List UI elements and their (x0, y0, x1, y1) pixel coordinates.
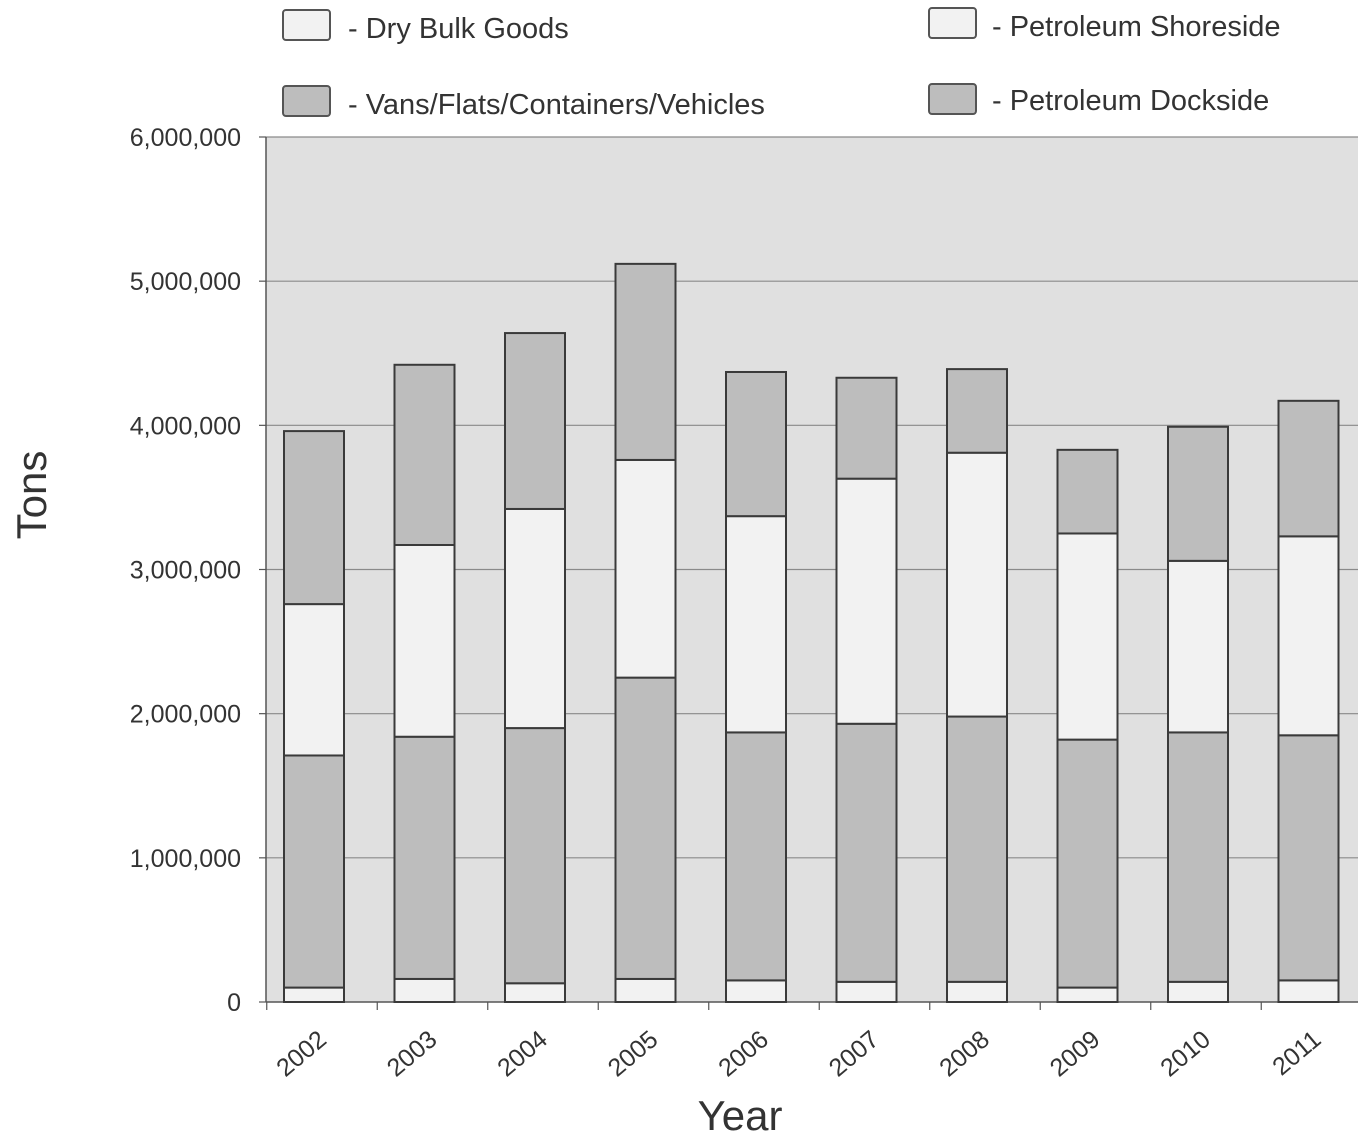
x-tick-label: 2010 (1155, 1025, 1216, 1082)
x-tick-label: 2008 (934, 1025, 995, 1082)
bar-segment-2009-s1 (1056, 738, 1119, 989)
bar-segment-2007-s2 (835, 477, 898, 725)
bar-segment-2009-s2 (1056, 532, 1119, 741)
bar-segment-2003-s1 (393, 735, 456, 980)
bar-segment-2003-s0 (393, 977, 456, 1004)
bar-segment-2002-s1 (283, 754, 345, 989)
x-tick-label: 2002 (271, 1025, 332, 1082)
y-tick-label: 2,000,000 (130, 701, 241, 729)
y-axis-title: Tons (8, 451, 55, 540)
x-tick-label: 2007 (824, 1025, 885, 1082)
y-tick-label: 4,000,000 (130, 412, 241, 440)
bar-segment-2003-s2 (393, 543, 456, 738)
y-tick-labels: 0 1,000,000 2,000,000 3,000,000 4,000,000 5,0… (130, 124, 241, 1017)
bar-segment-2007-s3 (835, 376, 898, 480)
legend-label: - Dry Bulk Goods (348, 13, 569, 45)
y-tick-label: 3,000,000 (130, 557, 241, 585)
bar-segment-2006-s0 (725, 979, 787, 1003)
bar-segment-2011-s2 (1277, 535, 1340, 737)
legend-label: - Petroleum Dockside (992, 85, 1269, 117)
bar-segment-2008-s1 (946, 715, 1008, 983)
x-axis-title: Year (698, 1092, 783, 1138)
bar-segment-2004-s1 (504, 727, 566, 985)
x-tick-label: 2005 (603, 1025, 664, 1082)
bar-segment-2009-s3 (1056, 448, 1119, 535)
x-tick-label: 2006 (713, 1025, 774, 1082)
legend: - Dry Bulk Goods - Vans/Flats/Containers/… (282, 7, 1281, 121)
bar-segment-2009-s0 (1056, 986, 1119, 1003)
bar-segment-2010-s0 (1167, 980, 1229, 1003)
bar-segment-2011-s1 (1277, 734, 1340, 982)
y-tick-label: 6,000,000 (130, 124, 241, 152)
bar-segment-2005-s1 (614, 676, 677, 980)
legend-swatch (928, 83, 977, 115)
x-tick-label: 2009 (1045, 1025, 1106, 1082)
bar-segment-2005-s2 (614, 458, 677, 679)
legend-swatch (928, 7, 977, 39)
legend-label: - Petroleum Shoreside (992, 11, 1281, 43)
bar-segment-2006-s2 (725, 515, 787, 734)
bar-segment-2007-s1 (835, 722, 898, 983)
bar-segment-2004-s0 (504, 982, 566, 1004)
bar-segment-2002-s2 (283, 603, 345, 757)
bar-segment-2002-s3 (283, 430, 345, 606)
bar-segment-2011-s3 (1277, 399, 1340, 538)
bar-segment-2006-s1 (725, 731, 787, 982)
bar-segment-2005-s3 (614, 262, 677, 461)
legend-swatch (282, 85, 331, 117)
y-tick-label: 5,000,000 (130, 268, 241, 296)
x-tick-label: 2003 (382, 1025, 443, 1082)
bar-segment-2008-s2 (946, 451, 1008, 718)
x-tick-label: 2004 (492, 1025, 553, 1082)
bar-segment-2005-s0 (614, 977, 677, 1004)
bar-segment-2008-s0 (946, 980, 1008, 1003)
y-tick-label: 1,000,000 (130, 845, 241, 873)
bar-segment-2011-s0 (1277, 979, 1340, 1003)
bar-segment-2003-s3 (393, 363, 456, 546)
bar-segment-2010-s1 (1167, 731, 1229, 983)
bar-segment-2010-s3 (1167, 425, 1229, 562)
bar-segment-2004-s2 (504, 507, 566, 730)
bar-segment-2002-s0 (283, 986, 345, 1003)
bar-segment-2007-s0 (835, 980, 898, 1003)
bar-segment-2010-s2 (1167, 559, 1229, 734)
legend-swatch (282, 9, 331, 41)
legend-label: - Vans/Flats/Containers/Vehicles (348, 89, 765, 121)
bar-segment-2004-s3 (504, 332, 566, 510)
bar-segment-2006-s3 (725, 370, 787, 518)
x-tick-label: 2011 (1267, 1025, 1326, 1081)
y-tick-label: 0 (227, 989, 241, 1017)
bars (283, 262, 1340, 1004)
x-tick-labels: 2002 2003 2004 2005 2006 2007 2008 2009 2010 2011 (271, 1025, 1326, 1082)
bar-segment-2008-s3 (946, 368, 1008, 454)
